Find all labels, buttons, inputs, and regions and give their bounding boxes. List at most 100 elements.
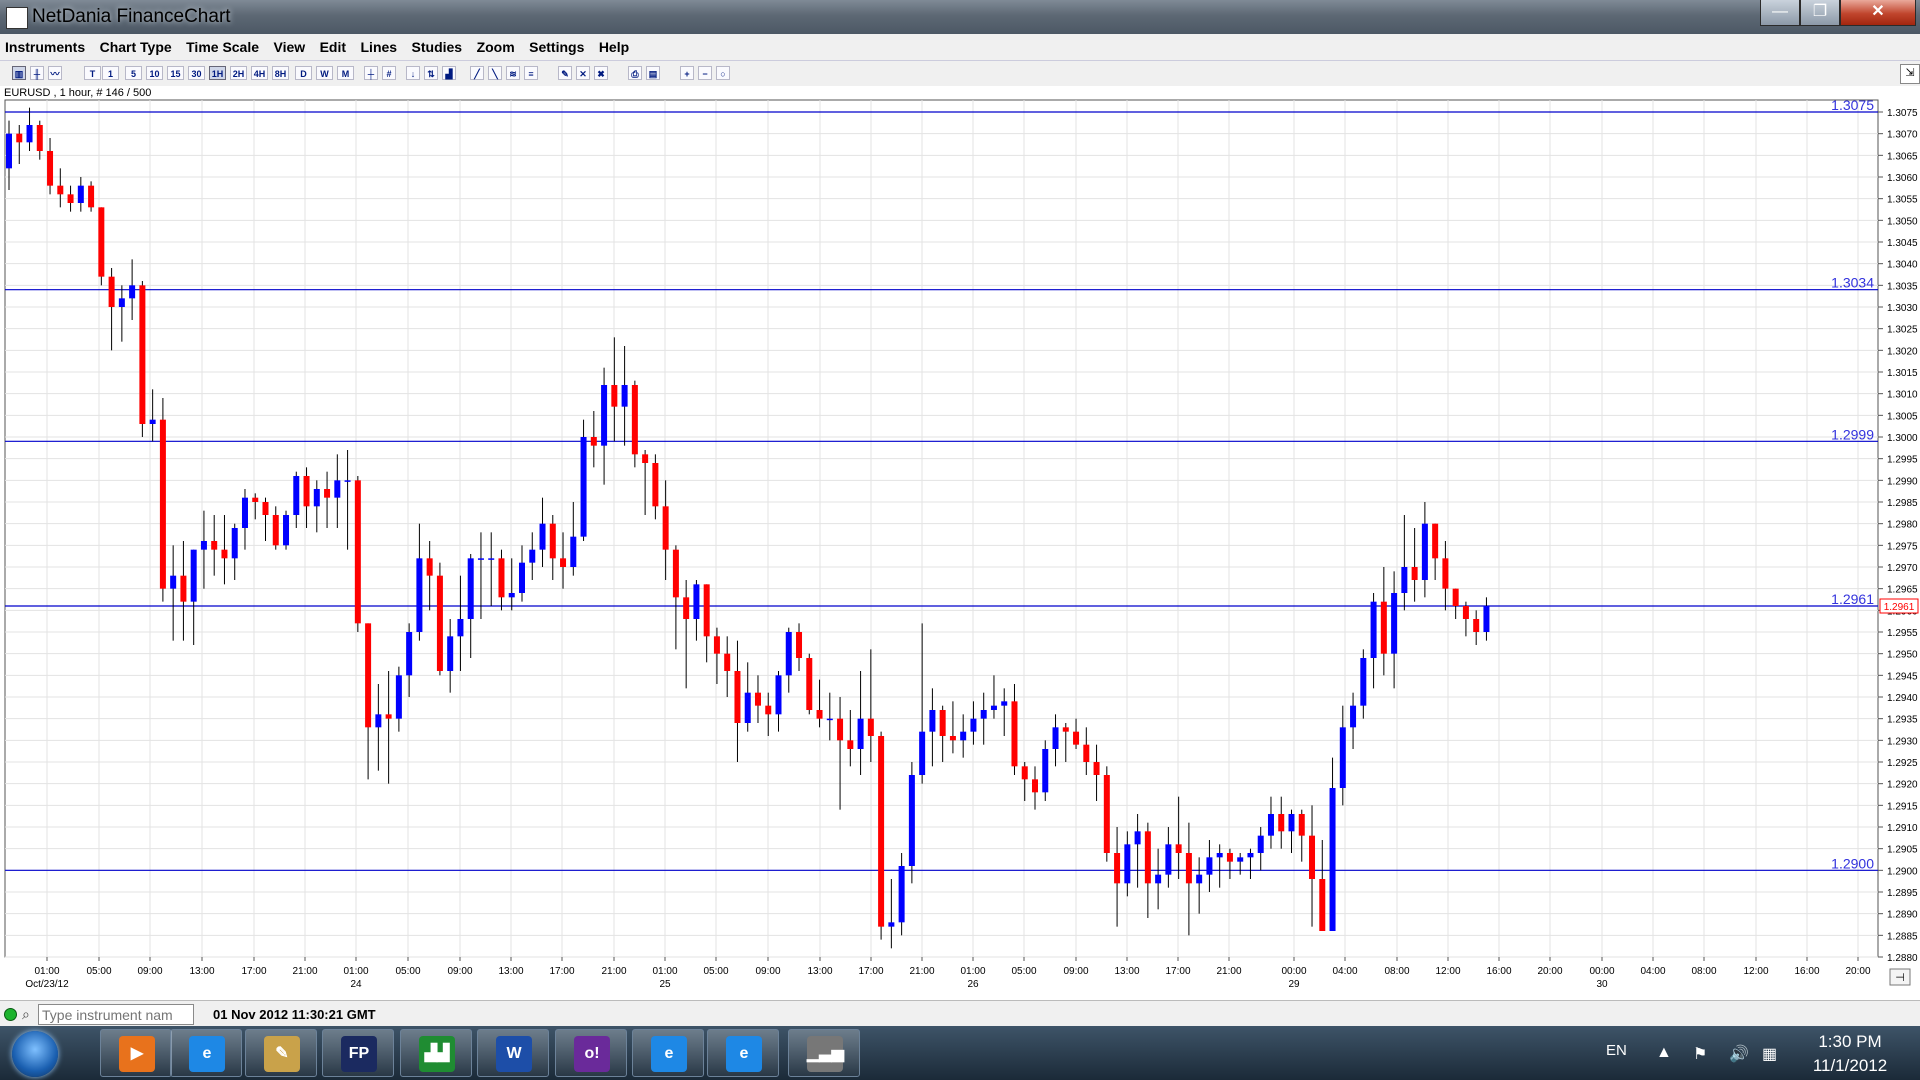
last-price-box: [1879, 598, 1919, 614]
x-tick-label: 21:00: [1216, 966, 1241, 977]
timescale-2h-button[interactable]: 2H: [230, 66, 247, 80]
maximize-button[interactable]: ❐: [1800, 0, 1840, 26]
candle-up: [1042, 749, 1049, 793]
netdania-chart-taskbar-button[interactable]: ▁▃▅: [788, 1029, 860, 1077]
delete-all-icon[interactable]: ✖: [594, 66, 608, 80]
candle-down: [139, 285, 146, 424]
timescale-1h-button[interactable]: 1H: [209, 66, 226, 80]
candle-up: [785, 632, 792, 676]
menu-chart-type[interactable]: Chart Type: [99, 39, 172, 55]
timescale-1-button[interactable]: 1: [102, 66, 119, 80]
volume-icon[interactable]: 🔊: [1729, 1046, 1749, 1063]
word-taskbar-button[interactable]: W: [477, 1029, 549, 1077]
title-bar: NetDania FinanceChart — ❐ ✕: [0, 0, 1920, 34]
x-tick-label: 20:00: [1537, 966, 1562, 977]
candle-down: [949, 736, 956, 741]
timescale-t-button[interactable]: T: [84, 66, 101, 80]
candlestick-chart-icon[interactable]: ▥: [12, 66, 26, 80]
candle-down: [221, 549, 228, 559]
internet-explorer-3-taskbar-button[interactable]: e: [707, 1029, 779, 1077]
search-icon[interactable]: ⌕: [22, 1006, 30, 1022]
candle-up: [344, 480, 351, 482]
candle-down: [1309, 835, 1316, 879]
paint-taskbar-button[interactable]: ✎: [245, 1029, 317, 1077]
volume-icon[interactable]: ▟: [442, 66, 456, 80]
scroll-right-button: [1889, 968, 1911, 986]
menu-edit[interactable]: Edit: [319, 39, 347, 55]
chart-header: EURUSD , 1 hour, # 146 / 500: [4, 87, 152, 99]
trend-line-2-icon[interactable]: ╲: [488, 66, 502, 80]
fibonacci-icon[interactable]: ≡: [524, 66, 538, 80]
candle-down: [1021, 766, 1028, 780]
minimize-button[interactable]: —: [1760, 0, 1800, 26]
zoom-reset-icon[interactable]: ○: [716, 66, 730, 80]
candle-down: [631, 385, 638, 455]
print-preview-icon[interactable]: ▤: [646, 66, 660, 80]
timescale-5-button[interactable]: 5: [125, 66, 142, 80]
y-tick-label: 1.2995: [1887, 455, 1918, 466]
y-tick-label: 1.3015: [1887, 368, 1918, 379]
bar-chart-icon[interactable]: ╫: [30, 66, 44, 80]
timescale-10-button[interactable]: 10: [146, 66, 163, 80]
timescale-m-button[interactable]: M: [337, 66, 354, 80]
show-hidden-icons-icon[interactable]: ▲: [1656, 1044, 1672, 1061]
candle-down: [683, 597, 690, 619]
print-icon[interactable]: ⎙: [628, 66, 642, 80]
candle-up: [1124, 844, 1131, 884]
timescale-d-button[interactable]: D: [295, 66, 312, 80]
menu-time-scale[interactable]: Time Scale: [186, 39, 260, 55]
window-title: NetDania FinanceChart: [32, 6, 231, 27]
timescale-w-button[interactable]: W: [316, 66, 333, 80]
line-chart-icon[interactable]: 〰: [48, 66, 62, 80]
scroll-down-icon[interactable]: ↓: [406, 66, 420, 80]
candle-down: [252, 497, 259, 502]
y-tick-label: 1.3030: [1887, 303, 1918, 314]
fp-app-taskbar-button[interactable]: FP: [322, 1029, 394, 1077]
action-center-flag-icon[interactable]: ⚑: [1693, 1046, 1708, 1063]
indicator-icon[interactable]: ⇅: [424, 66, 438, 80]
start-button[interactable]: [12, 1031, 58, 1077]
menu-view[interactable]: View: [273, 39, 306, 55]
crosshair-icon[interactable]: ┼: [364, 66, 378, 80]
price-chart[interactable]: 1.2880 1.2885 1.2890 1.2895 1.2900 1.2905 1.29…: [0, 99, 1920, 999]
menu-lines[interactable]: Lines: [360, 39, 398, 55]
language-indicator[interactable]: EN: [1606, 1042, 1627, 1059]
trend-line-icon[interactable]: ╱: [470, 66, 484, 80]
internet-explorer-taskbar-button[interactable]: e: [170, 1029, 242, 1077]
x-tick-label: 17:00: [858, 966, 883, 977]
channel-icon[interactable]: ≋: [506, 66, 520, 80]
connection-status-icon: [4, 1008, 17, 1021]
grid-icon[interactable]: #: [382, 66, 396, 80]
timescale-4h-button[interactable]: 4H: [251, 66, 268, 80]
menu-studies[interactable]: Studies: [411, 39, 463, 55]
menu-help[interactable]: Help: [598, 39, 630, 55]
draw-tool-icon[interactable]: ✎: [558, 66, 572, 80]
clock-time[interactable]: 1:30 PM: [1818, 1032, 1882, 1051]
media-player-taskbar-button[interactable]: ▶: [100, 1029, 172, 1077]
instrument-search-input[interactable]: [38, 1004, 194, 1025]
y-tick-label: 1.2900: [1887, 866, 1918, 877]
dock-icon[interactable]: ⇲: [1900, 64, 1920, 84]
menu-settings[interactable]: Settings: [529, 39, 585, 55]
yahoo-messenger-icon: o!: [574, 1036, 610, 1072]
x-tick-label: 12:00: [1743, 966, 1768, 977]
internet-explorer-2-taskbar-button[interactable]: e: [632, 1029, 704, 1077]
candle-up: [529, 549, 536, 563]
timescale-15-button[interactable]: 15: [167, 66, 184, 80]
network-icon[interactable]: ▦: [1762, 1046, 1778, 1063]
candle-up: [416, 558, 423, 632]
timescale-30-button[interactable]: 30: [188, 66, 205, 80]
delete-line-icon[interactable]: ✕: [576, 66, 590, 80]
clock-date[interactable]: 11/1/2012: [1812, 1056, 1888, 1075]
close-button[interactable]: ✕: [1840, 0, 1916, 26]
candle-up: [1370, 601, 1377, 658]
zoom-out-icon[interactable]: −: [698, 66, 712, 80]
factory-app-taskbar-button[interactable]: ▟▟: [400, 1029, 472, 1077]
x-tick-label: 13:00: [1114, 966, 1139, 977]
timescale-8h-button[interactable]: 8H: [272, 66, 289, 80]
menu-zoom[interactable]: Zoom: [476, 39, 515, 55]
menu-instruments[interactable]: Instruments: [5, 39, 86, 55]
yahoo-messenger-taskbar-button[interactable]: o!: [555, 1029, 627, 1077]
zoom-in-icon[interactable]: +: [680, 66, 694, 80]
candle-down: [611, 385, 618, 407]
